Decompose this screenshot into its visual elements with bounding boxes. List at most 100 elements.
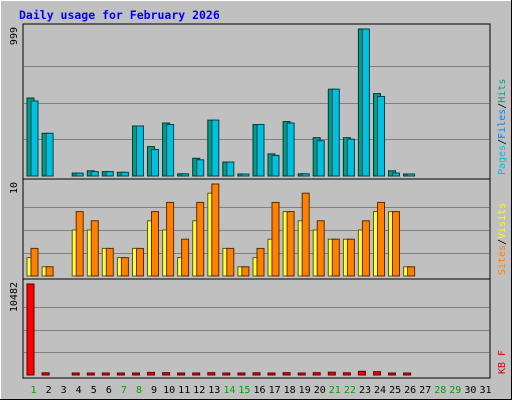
y-max-label: 999 (9, 27, 20, 45)
panel-kbytes: 10482 KB F (9, 278, 508, 379)
x-tick-label: 13 (208, 385, 220, 396)
x-tick-label: 6 (106, 385, 112, 396)
bar-sites-day-2 (45, 266, 54, 277)
x-tick-label: 26 (404, 385, 416, 396)
legend-entry: Sites (497, 245, 508, 275)
x-tick-label: 28 (434, 385, 446, 396)
bar-kb-f-day-15 (237, 372, 246, 376)
bar-kb-f-day-19 (297, 372, 306, 376)
x-axis-labels: 1 2 3 4 5 6 7 8 9 10 11 12 13 14 15 16 17 18 19 20 21 22 23 24 2… (30, 385, 491, 396)
x-tick-label: 22 (344, 385, 356, 396)
bar-sites-day-25 (392, 211, 400, 277)
bar-pages-day-1 (30, 100, 39, 177)
bar-sites-day-26 (407, 266, 416, 277)
x-tick-label: 1 (30, 385, 36, 396)
bar-sites-day-15 (241, 266, 250, 277)
bar-kb-f-day-8 (132, 372, 140, 376)
x-tick-label: 29 (449, 385, 461, 396)
legend-separator: / (497, 239, 508, 245)
x-tick-label: 30 (464, 385, 476, 396)
x-tick-label: 9 (151, 385, 157, 396)
x-tick-label: 2 (46, 385, 52, 396)
bar-pages-day-18 (286, 122, 295, 177)
bar-pages-day-7 (120, 171, 129, 177)
bar-kb-f-day-24 (373, 371, 381, 376)
bar-sites-day-24 (377, 201, 385, 277)
bar-sites-day-5 (90, 220, 99, 277)
bar-kb-f-day-21 (327, 371, 336, 376)
bar-kb-f-day-5 (86, 372, 95, 376)
bar-pages-day-22 (346, 138, 355, 177)
x-tick-label: 15 (238, 385, 250, 396)
x-tick-label: 3 (61, 385, 67, 396)
bar-pages-day-25 (392, 172, 400, 177)
bar-sites-day-10 (166, 201, 175, 277)
bar-sites-day-4 (75, 211, 84, 277)
bar-kb-f-day-4 (71, 372, 80, 376)
bar-sites-day-9 (151, 211, 159, 277)
x-tick-label: 5 (91, 385, 97, 396)
bar-pages-day-8 (136, 125, 144, 177)
bar-kb-f-day-12 (192, 372, 201, 376)
bar-sites-day-6 (105, 247, 114, 277)
x-tick-label: 27 (419, 385, 431, 396)
legend-entry: Pages (497, 145, 508, 175)
bar-kb-f-day-6 (101, 372, 110, 376)
legend: Sites/Visits (497, 203, 508, 275)
bar-pages-day-6 (105, 171, 114, 177)
bar-pages-day-23 (361, 28, 370, 177)
bar-sites-day-1 (30, 247, 39, 277)
bar-kb-f-day-2 (41, 372, 50, 376)
legend-entry: Files (497, 109, 508, 139)
x-tick-label: 23 (359, 385, 371, 396)
x-tick-label: 10 (163, 385, 175, 396)
bar-sites-day-7 (120, 257, 129, 277)
x-tick-label: 17 (269, 385, 281, 396)
legend: KB F (497, 350, 508, 374)
bar-pages-day-9 (151, 149, 159, 177)
legend: Pages/Files/Hits (497, 79, 508, 175)
bar-kb-f-day-18 (282, 372, 291, 376)
bar-kb-f-day-23 (357, 370, 366, 376)
bar-sites-day-18 (286, 211, 295, 277)
x-tick-label: 20 (314, 385, 326, 396)
x-tick-label: 14 (223, 385, 235, 396)
bar-pages-day-10 (166, 124, 175, 177)
legend-entry: Hits (497, 79, 508, 103)
bar-pages-day-14 (226, 161, 235, 177)
y-max-label: 10482 (9, 282, 20, 312)
bar-sites-day-20 (316, 220, 325, 277)
bar-sites-day-13 (211, 183, 220, 277)
bar-sites-day-21 (331, 238, 340, 277)
panel-hits_files_pages: 999 Pages/Files/Hits (9, 23, 508, 180)
bar-pages-day-24 (377, 96, 385, 177)
bar-pages-day-19 (301, 173, 310, 177)
bar-sites-day-16 (256, 247, 265, 277)
bar-kb-f-day-26 (403, 372, 412, 376)
bar-pages-day-21 (331, 88, 340, 177)
bar-sites-day-8 (136, 247, 144, 277)
x-tick-label: 21 (329, 385, 341, 396)
x-tick-label: 31 (479, 385, 491, 396)
bar-pages-day-13 (211, 119, 220, 177)
chart-title: Daily usage for February 2026 (19, 8, 220, 22)
panel-frame (22, 278, 491, 379)
x-tick-label: 19 (299, 385, 311, 396)
bar-kb-f-day-17 (267, 372, 276, 376)
bar-kb-f-day-14 (222, 372, 231, 376)
bar-sites-day-17 (271, 201, 280, 277)
bar-sites-day-23 (361, 220, 370, 277)
bar-kb-f-day-22 (342, 372, 351, 376)
bar-pages-day-12 (196, 159, 205, 177)
bar-kb-f-day-16 (252, 372, 261, 376)
bar-kb-f-day-20 (312, 372, 321, 376)
bar-sites-day-11 (181, 238, 190, 277)
x-tick-label: 18 (284, 385, 296, 396)
x-tick-label: 7 (121, 385, 127, 396)
x-tick-label: 25 (389, 385, 401, 396)
x-tick-label: 24 (374, 385, 386, 396)
panel-visits_sites: 10 Sites/Visits (9, 178, 508, 280)
bar-pages-day-11 (181, 173, 190, 177)
